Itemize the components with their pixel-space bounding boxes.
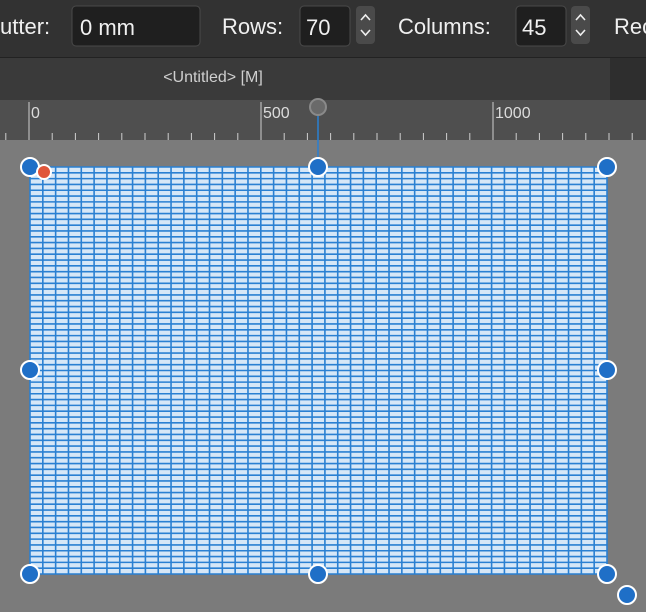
ruler-ticks: 0 500 1000 [5, 102, 633, 140]
anchor-handle[interactable] [36, 164, 52, 180]
columns-label: Columns: [398, 14, 491, 39]
resize-handle[interactable] [20, 360, 40, 380]
grid-object [29, 166, 608, 575]
resize-handle[interactable] [597, 564, 617, 584]
columns-stepper[interactable] [571, 6, 590, 44]
gutter-value[interactable]: 0 mm [80, 15, 135, 40]
cut-label: Rec [614, 14, 646, 39]
ruler-label: 0 [31, 105, 40, 122]
rows-stepper[interactable] [356, 6, 375, 44]
resize-handle[interactable] [308, 564, 328, 584]
resize-handle[interactable] [597, 157, 617, 177]
gutter-field[interactable] [71, 5, 201, 47]
resize-handle[interactable] [20, 564, 40, 584]
ruler-label: 1000 [495, 105, 531, 122]
resize-handle[interactable] [597, 360, 617, 380]
tab-bar-empty [610, 57, 646, 100]
rows-label: Rows: [222, 14, 283, 39]
ruler-label: 500 [263, 105, 290, 122]
rows-field[interactable] [299, 5, 351, 47]
rotate-handle[interactable] [309, 98, 327, 116]
resize-handle[interactable] [308, 157, 328, 177]
tab-bar [0, 57, 646, 100]
columns-value[interactable]: 45 [522, 15, 546, 40]
rows-value[interactable]: 70 [306, 15, 330, 40]
selection-handles [20, 98, 637, 605]
gutter-label: utter: [0, 14, 50, 39]
tab-title[interactable]: <Untitled> [M] [163, 69, 263, 86]
columns-field[interactable] [515, 5, 567, 47]
resize-handle[interactable] [617, 585, 637, 605]
